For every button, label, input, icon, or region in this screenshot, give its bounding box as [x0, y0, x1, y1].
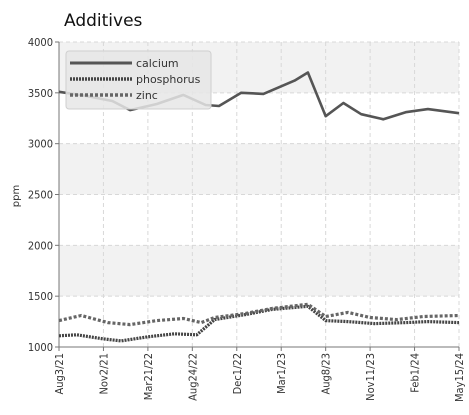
x-tick-label: Aug8/23: [320, 353, 333, 395]
y-axis: 1000 1500 2000 2500 3000 3500 4000: [28, 36, 59, 354]
y-tick-label: 2000: [28, 239, 53, 252]
x-tick-label: Nov2/21: [97, 353, 110, 395]
legend-label-phosphorus: phosphorus: [136, 73, 201, 86]
x-tick-label: Feb1/24: [409, 353, 422, 393]
y-axis-label: ppm: [11, 185, 22, 207]
x-tick-label: Aug3/21: [53, 353, 66, 395]
x-tick-label: Nov11/23: [364, 353, 377, 401]
x-tick-label: Dec1/22: [231, 353, 244, 394]
legend[interactable]: calcium phosphorus zinc: [65, 50, 212, 110]
x-tick-label: May15/24: [453, 353, 466, 402]
x-tick-label: Mar21/22: [142, 353, 155, 400]
y-tick-label: 1000: [28, 341, 53, 354]
y-tick-label: 3000: [28, 138, 53, 151]
x-axis: Aug3/21 Nov2/21 Mar21/22 Aug24/22 Dec1/22 Mar…: [53, 347, 466, 402]
series-line-calcium: [58, 71, 460, 121]
y-tick-label: 1500: [28, 290, 53, 303]
grid-band: [59, 245, 459, 297]
y-tick-label: 4000: [28, 36, 53, 49]
series-lines: [58, 71, 460, 343]
series-line-zinc: [58, 302, 460, 327]
x-tick-label: Mar1/23: [275, 353, 288, 394]
y-tick-label: 2500: [28, 189, 53, 202]
chart-title: Additives: [64, 11, 143, 31]
grid-band: [59, 143, 459, 195]
legend-label-zinc: zinc: [136, 89, 158, 102]
legend-label-calcium: calcium: [136, 57, 179, 70]
y-tick-label: 3500: [28, 87, 53, 100]
x-tick-label: Aug24/22: [186, 353, 199, 401]
